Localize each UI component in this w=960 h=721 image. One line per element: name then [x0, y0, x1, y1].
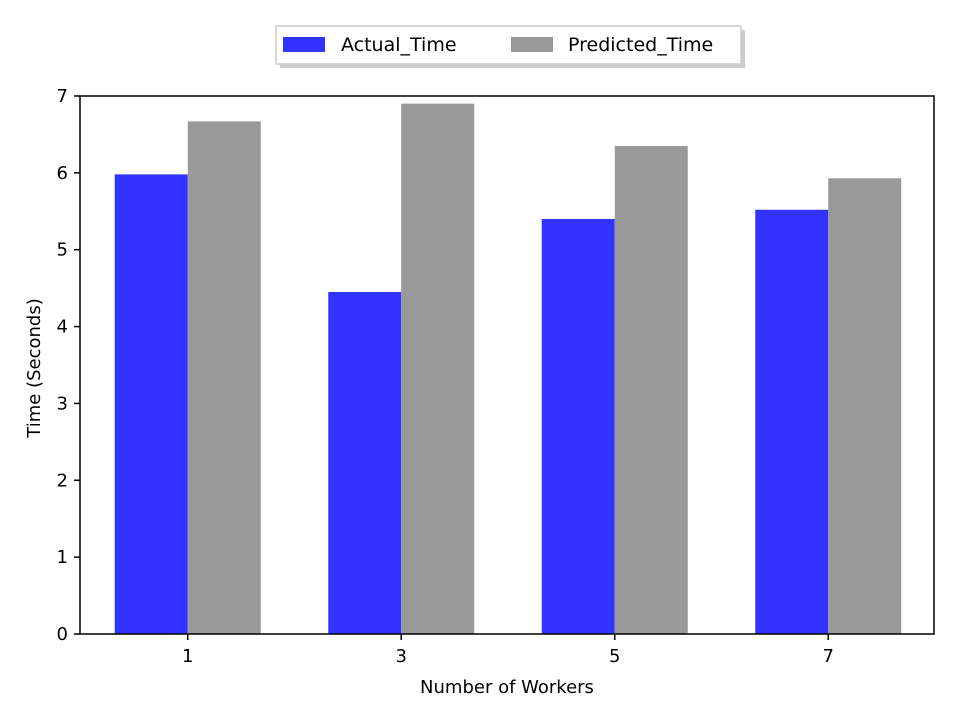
x-tick-label-5: 5	[609, 646, 620, 667]
legend-swatch-actual	[283, 37, 325, 52]
legend-box	[275, 25, 742, 65]
legend-label-actual: Actual_Time	[341, 34, 457, 56]
bar-predicted-7	[828, 178, 902, 635]
x-axis: 1 3 5 7	[182, 634, 834, 667]
bar-actual-7	[755, 209, 829, 634]
x-axis-label: Number of Workers	[420, 677, 594, 698]
bar-predicted-5	[614, 145, 688, 634]
plot-frame	[79, 95, 935, 635]
x-tick-label-7: 7	[823, 646, 834, 667]
bar-actual-5	[541, 218, 615, 634]
y-tick-label-7: 7	[57, 86, 68, 107]
y-tick-label-6: 6	[57, 163, 68, 184]
y-tick-label-2: 2	[57, 470, 68, 491]
legend: Actual_Time Predicted_Time	[275, 25, 745, 68]
y-tick-label-5: 5	[57, 240, 68, 261]
bar-actual-3	[328, 291, 402, 634]
legend-label-predicted: Predicted_Time	[568, 34, 713, 56]
bars-group	[114, 103, 902, 635]
bar-actual-1	[114, 174, 188, 634]
bar-predicted-3	[401, 103, 475, 634]
x-tick-label-3: 3	[396, 646, 407, 667]
bar-predicted-1	[187, 121, 261, 634]
y-tick-label-1: 1	[57, 547, 68, 568]
y-axis-label: Time (Seconds)	[24, 298, 45, 438]
y-tick-label-0: 0	[57, 624, 68, 645]
y-axis: 0 1 2 3 4 5 6 7	[57, 86, 80, 645]
x-tick-label-1: 1	[182, 646, 193, 667]
y-tick-label-3: 3	[57, 393, 68, 414]
legend-swatch-predicted	[511, 37, 553, 52]
y-tick-label-4: 4	[57, 317, 68, 338]
